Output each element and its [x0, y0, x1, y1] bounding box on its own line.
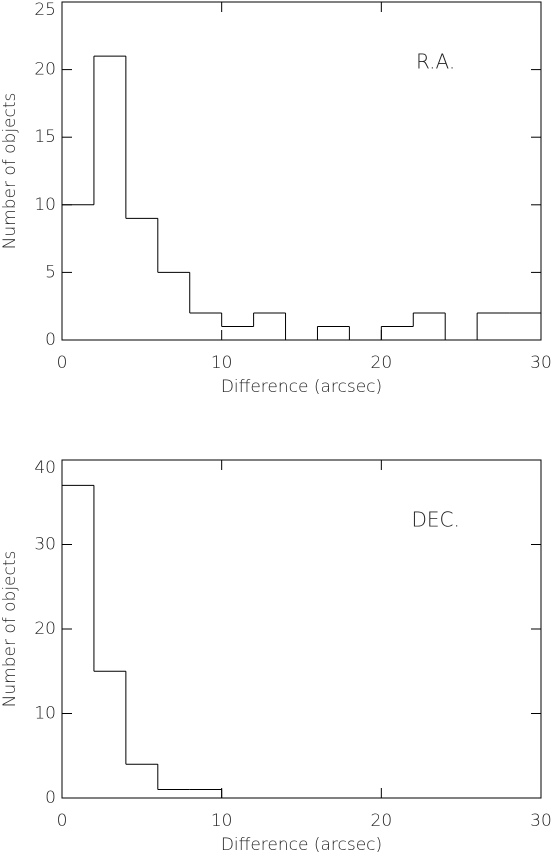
y-tick-label: 15	[34, 127, 56, 147]
annotation: R.A.	[416, 49, 455, 73]
y-tick-label: 30	[34, 535, 56, 555]
x-tick-label: 30	[530, 353, 552, 373]
y-tick-label: 5	[45, 262, 56, 282]
x-tick-label: 0	[57, 353, 68, 373]
x-tick-label: 20	[371, 353, 393, 373]
histogram-panel: 0 5 10 15 20 25 0 10 20 30 Difference (arcsec) Numb…	[0, 0, 552, 397]
y-axis-label: Number of objects	[0, 93, 20, 250]
y-tick-label: 20	[34, 619, 56, 639]
x-tick-label: 0	[57, 811, 68, 831]
y-tick-label: 10	[34, 195, 56, 215]
y-tick-label: 40	[34, 458, 56, 478]
plot-frame	[61, 1, 542, 341]
plot-frame	[61, 459, 542, 799]
y-tick-label: 0	[45, 330, 56, 350]
x-axis-label: Difference (arcsec)	[221, 835, 382, 855]
y-tick-label: 25	[34, 0, 56, 20]
x-tick-label: 10	[211, 353, 233, 373]
x-tick-label: 10	[211, 811, 233, 831]
x-axis-label: Difference (arcsec)	[221, 377, 382, 397]
y-tick-label: 0	[45, 788, 56, 808]
x-tick-label: 20	[371, 811, 393, 831]
y-tick-label: 20	[34, 60, 56, 80]
histogram-panel: 0 10 20 30 40 0 10 20 30 Difference (arcsec) Numbe…	[0, 458, 552, 855]
x-tick-label: 30	[530, 811, 552, 831]
annotation: DEC.	[411, 507, 459, 531]
y-tick-label: 10	[34, 704, 56, 724]
y-axis-label: Number of objects	[0, 551, 20, 708]
